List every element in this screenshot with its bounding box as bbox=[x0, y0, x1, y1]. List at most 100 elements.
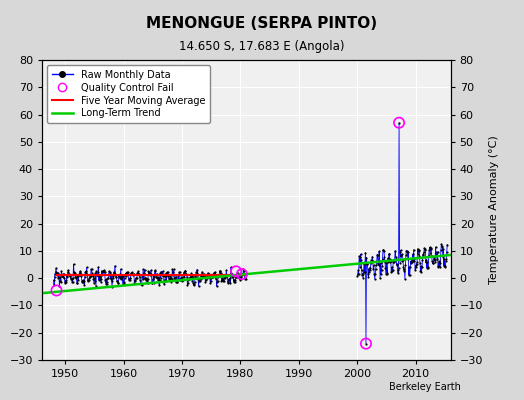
Point bbox=[361, 269, 369, 276]
Point bbox=[397, 253, 405, 260]
Point bbox=[416, 260, 424, 266]
Point bbox=[94, 264, 103, 270]
Point bbox=[150, 268, 159, 274]
Point bbox=[61, 280, 70, 286]
Point bbox=[140, 270, 148, 277]
Point bbox=[97, 276, 105, 283]
Point bbox=[172, 279, 181, 286]
Point bbox=[233, 270, 242, 276]
Point bbox=[214, 274, 222, 280]
Point bbox=[191, 278, 199, 285]
Point bbox=[131, 277, 139, 283]
Point bbox=[428, 253, 436, 259]
Point bbox=[191, 273, 199, 279]
Point bbox=[438, 244, 446, 251]
Point bbox=[156, 270, 165, 276]
Point bbox=[423, 259, 431, 265]
Point bbox=[411, 262, 420, 268]
Point bbox=[215, 268, 224, 274]
Point bbox=[148, 280, 156, 286]
Point bbox=[102, 281, 111, 288]
Point bbox=[398, 258, 407, 264]
Point bbox=[92, 268, 101, 275]
Point bbox=[165, 275, 173, 282]
Point bbox=[113, 278, 121, 284]
Point bbox=[408, 259, 416, 265]
Point bbox=[221, 274, 230, 280]
Point bbox=[236, 277, 244, 283]
Point bbox=[431, 244, 440, 250]
Point bbox=[361, 259, 369, 266]
Point bbox=[223, 273, 231, 279]
Point bbox=[163, 269, 172, 276]
Point bbox=[224, 278, 233, 285]
Point bbox=[363, 260, 372, 267]
Point bbox=[77, 273, 85, 280]
Point bbox=[112, 274, 121, 280]
Point bbox=[66, 273, 74, 280]
Point bbox=[79, 278, 87, 285]
Point bbox=[379, 246, 388, 253]
Point bbox=[90, 280, 98, 286]
Point bbox=[79, 277, 88, 283]
Point bbox=[128, 269, 136, 276]
Point bbox=[177, 275, 185, 281]
Point bbox=[139, 275, 148, 282]
Point bbox=[110, 269, 118, 275]
Point bbox=[193, 272, 202, 278]
Point bbox=[67, 276, 75, 282]
Point bbox=[222, 267, 231, 274]
Point bbox=[205, 274, 214, 281]
Point bbox=[236, 275, 245, 281]
Point bbox=[50, 274, 59, 280]
Point bbox=[61, 277, 70, 283]
Point bbox=[122, 272, 130, 279]
Point bbox=[54, 275, 62, 281]
Point bbox=[380, 248, 388, 254]
Point bbox=[155, 274, 163, 281]
Point bbox=[75, 272, 83, 278]
Point bbox=[51, 270, 59, 277]
Point bbox=[62, 279, 70, 285]
Point bbox=[408, 255, 417, 262]
Point bbox=[220, 274, 228, 280]
Point bbox=[414, 247, 423, 253]
Point bbox=[367, 257, 376, 264]
Point bbox=[381, 265, 390, 272]
Point bbox=[152, 272, 160, 278]
Point bbox=[373, 251, 381, 258]
Point bbox=[185, 276, 193, 282]
Point bbox=[234, 270, 242, 277]
Point bbox=[108, 278, 117, 284]
Point bbox=[111, 270, 119, 277]
Point bbox=[64, 270, 73, 277]
Point bbox=[198, 272, 206, 278]
Point bbox=[167, 275, 176, 281]
Point bbox=[174, 271, 182, 278]
Point bbox=[188, 272, 196, 279]
Point bbox=[436, 260, 444, 267]
Point bbox=[165, 276, 173, 282]
Point bbox=[81, 274, 89, 280]
Point bbox=[93, 272, 101, 278]
Point bbox=[68, 279, 77, 286]
Point bbox=[204, 273, 213, 280]
Point bbox=[107, 275, 116, 281]
Point bbox=[220, 278, 228, 284]
Point bbox=[420, 245, 429, 251]
Point bbox=[384, 255, 392, 262]
Point bbox=[163, 271, 171, 277]
Point bbox=[164, 273, 172, 279]
Point bbox=[66, 273, 74, 279]
Point bbox=[77, 270, 85, 277]
Point bbox=[173, 278, 181, 285]
Point bbox=[181, 267, 190, 274]
Point bbox=[100, 268, 108, 274]
Point bbox=[194, 276, 202, 282]
Point bbox=[199, 273, 208, 280]
Point bbox=[85, 275, 93, 282]
Point bbox=[195, 278, 203, 284]
Point bbox=[406, 272, 414, 278]
Point bbox=[118, 280, 127, 287]
Point bbox=[172, 273, 180, 280]
